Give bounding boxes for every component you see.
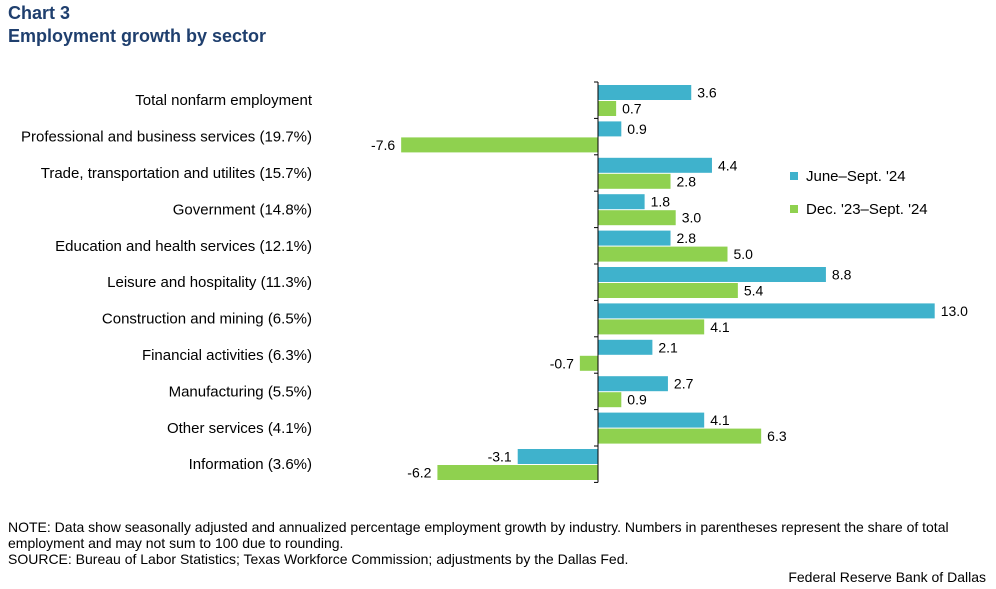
category-label: Other services (4.1%) (167, 420, 312, 437)
bar-june-sept (598, 194, 645, 210)
data-label: 1.8 (651, 194, 671, 210)
bar-june-sept (598, 339, 653, 355)
data-label: 4.4 (718, 157, 738, 173)
bar-june-sept (598, 412, 705, 428)
bar-june-sept (598, 85, 692, 100)
data-label: 2.1 (658, 339, 678, 355)
bar-june-sept (598, 230, 671, 246)
category-label: Professional and business services (19.7… (21, 129, 312, 146)
data-label: 3.0 (682, 210, 702, 226)
data-label: -0.7 (550, 355, 574, 371)
bar-june-sept (598, 267, 826, 282)
bar-june-sept (598, 303, 935, 319)
legend-label: Dec. '23–Sept. '24 (806, 201, 928, 218)
category-label: Trade, transportation and utilites (15.7… (41, 165, 312, 182)
bar-chart: Total nonfarm employment Professional and… (21, 81, 968, 483)
bar-dec-sept (598, 246, 728, 262)
category-label: Information (3.6%) (189, 456, 312, 473)
bar-june-sept (598, 157, 712, 173)
data-label: 0.9 (627, 392, 647, 408)
category-label: Education and health services (12.1%) (55, 238, 312, 255)
chart-number: Chart 3 (8, 3, 71, 23)
data-label: 0.7 (622, 101, 642, 117)
bar-dec-sept (598, 392, 622, 408)
data-label: 3.6 (697, 85, 717, 101)
legend-label: June–Sept. '24 (806, 168, 906, 185)
data-label: 8.8 (832, 267, 852, 283)
data-label: 13.0 (941, 303, 968, 319)
data-label: 4.1 (710, 412, 730, 428)
notes: NOTE: Data show seasonally adjusted and … (8, 519, 983, 567)
bar-dec-sept (598, 319, 705, 335)
bar-june-sept (517, 449, 598, 464)
bar-dec-sept (437, 465, 598, 480)
bar-dec-sept (598, 283, 738, 298)
data-label: -3.1 (488, 449, 512, 465)
data-label: 0.9 (627, 121, 647, 137)
category-label: Leisure and hospitality (11.3%) (107, 274, 312, 291)
bar-june-sept (598, 376, 668, 392)
data-label: 2.8 (677, 173, 697, 189)
title-block: Chart 3 Employment growth by sector (8, 2, 266, 48)
category-label: Construction and mining (6.5%) (102, 311, 312, 328)
credit-text: Federal Reserve Bank of Dallas (788, 569, 986, 585)
data-label: 2.7 (674, 376, 694, 392)
category-label: Financial activities (6.3%) (142, 347, 312, 364)
legend-swatch (790, 172, 798, 180)
bar-dec-sept (579, 355, 598, 371)
data-label: 4.1 (710, 319, 730, 335)
bar-dec-sept (401, 137, 598, 153)
category-label: Government (14.8%) (173, 201, 312, 218)
bar-dec-sept (598, 101, 617, 116)
data-label: -6.2 (407, 465, 431, 481)
data-label: 6.3 (767, 428, 787, 444)
category-label: Total nonfarm employment (135, 92, 313, 109)
chart-title: Employment growth by sector (8, 26, 267, 46)
data-label: 5.4 (744, 283, 764, 299)
bar-june-sept (598, 121, 622, 137)
bar-dec-sept (598, 428, 762, 444)
category-label: Manufacturing (5.5%) (169, 383, 312, 400)
data-label: 2.8 (677, 230, 697, 246)
data-label: 5.0 (734, 246, 754, 262)
bar-dec-sept (598, 210, 676, 226)
legend-swatch (790, 205, 798, 213)
note-text: NOTE: Data show seasonally adjusted and … (8, 519, 949, 551)
source-text: SOURCE: Bureau of Labor Statistics; Texa… (8, 551, 629, 567)
bar-dec-sept (598, 173, 671, 189)
data-label: -7.6 (371, 137, 395, 153)
